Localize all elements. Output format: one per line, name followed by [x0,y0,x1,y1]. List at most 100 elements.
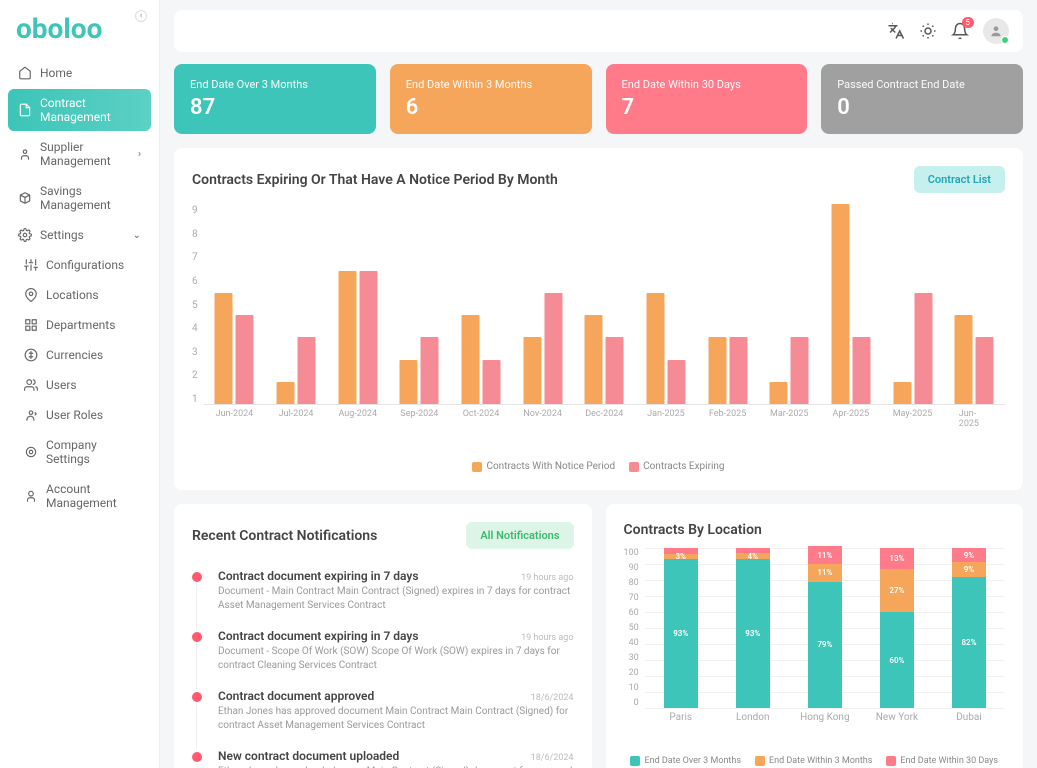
x-label: Jan-2025 [647,409,685,419]
notif-time: 18/6/2024 [531,753,574,763]
bar-notice [831,204,849,404]
notif-dot-icon [192,752,202,762]
x-label: Nov-2024 [523,409,562,419]
notif-time: 18/6/2024 [531,693,574,703]
nav-label: Account Management [46,482,141,510]
location-chart-title: Contracts By Location [624,522,1006,538]
theme-icon[interactable] [919,22,937,40]
bell-icon[interactable]: 5 [951,22,969,40]
sidebar-item-savings-management[interactable]: Savings Management [8,177,151,219]
x-label: New York [876,712,918,723]
bar-notice [646,293,664,404]
bar-notice [277,382,295,404]
avatar[interactable] [983,18,1009,44]
notif-desc: Document - Scope Of Work (SOW) Scope Of … [218,645,574,673]
bar-notice [215,293,233,404]
sidebar-sub-company-settings[interactable]: Company Settings [8,431,151,473]
sidebar-sub-users[interactable]: Users [8,371,151,399]
bar-group [400,337,439,404]
bar-expiring [421,337,439,404]
sidebar-sub-account-management[interactable]: Account Management [8,475,151,517]
roles-icon [24,408,38,422]
bar-group [708,337,747,404]
legend-label: End Date Over 3 Months [644,756,741,766]
settings-icon [18,228,32,242]
bar-expiring [914,293,932,404]
y-tick: 7 [192,252,198,263]
x-label: May-2025 [893,409,933,419]
stat-label: End Date Within 30 Days [622,78,792,91]
bar-notice [708,337,726,404]
topbar: 5 [174,10,1023,52]
legend-label: End Date Within 30 Days [900,756,998,766]
sidebar-item-contract-management[interactable]: Contract Management [8,89,151,131]
sidebar-item-settings[interactable]: Settings⌄ [8,221,151,249]
stacked-bar: 93%4% [736,548,770,708]
x-label: Jun-2025 [959,409,990,429]
x-label: Dec-2024 [585,409,623,419]
notif-title: Contract document expiring in 7 days [218,629,419,643]
notification-item[interactable]: Contract document approved 18/6/2024 Eth… [192,681,574,741]
bar-expiring [606,337,624,404]
y-tick: 5 [192,300,198,311]
stat-card[interactable]: Passed Contract End Date 0 [821,64,1023,134]
online-dot [1001,36,1009,44]
y-tick: 80 [629,578,639,588]
sidebar-sub-locations[interactable]: Locations [8,281,151,309]
translate-icon[interactable] [887,22,905,40]
collapse-icon[interactable]: ‹ [135,10,147,22]
main-content: 5 End Date Over 3 Months 87End Date With… [160,0,1037,768]
y-tick: 30 [629,653,639,663]
bar-expiring [976,337,994,404]
sidebar-item-home[interactable]: Home [8,59,151,87]
all-notifications-button[interactable]: All Notifications [466,522,573,549]
stat-card[interactable]: End Date Within 3 Months 6 [390,64,592,134]
sidebar-sub-user-roles[interactable]: User Roles [8,401,151,429]
stack-segment: 11% [808,564,842,582]
contract-icon [18,103,32,117]
supplier-icon [18,147,32,161]
notif-time: 19 hours ago [521,633,573,643]
stack-segment: 93% [664,559,698,708]
stack-segment: 9% [952,548,986,562]
y-tick: 2 [192,370,198,381]
stat-card[interactable]: End Date Within 30 Days 7 [606,64,808,134]
y-tick: 10 [629,683,639,693]
sidebar-item-supplier-management[interactable]: Supplier Management› [8,133,151,175]
bar-expiring [483,360,501,404]
sidebar-sub-departments[interactable]: Departments [8,311,151,339]
brand-text: oboloo [16,12,102,45]
legend-item: End Date Within 3 Months [755,756,872,766]
x-label: Paris [669,712,692,723]
stack-segment: 11% [808,546,842,564]
expiry-chart: 987654321 Jun-2024Jul-2024Aug-2024Sep-20… [192,205,1005,435]
bar-group [831,204,870,404]
x-label: Mar-2025 [770,409,809,419]
y-tick: 6 [192,276,198,287]
sidebar-sub-currencies[interactable]: Currencies [8,341,151,369]
bar-group [338,271,377,404]
x-label: Oct-2024 [463,409,500,419]
stat-card[interactable]: End Date Over 3 Months 87 [174,64,376,134]
bar-notice [770,382,788,404]
y-tick: 20 [629,668,639,678]
stack-segment: 9% [952,562,986,576]
y-tick: 1 [192,394,198,405]
company-icon [24,445,38,459]
y-tick: 90 [629,563,639,573]
sidebar-sub-configurations[interactable]: Configurations [8,251,151,279]
y-tick: 50 [629,623,639,633]
legend-item: End Date Over 3 Months [630,756,741,766]
legend-item: Contracts Expiring [629,461,724,472]
stat-label: End Date Over 3 Months [190,78,360,91]
location-icon [24,288,38,302]
bar-notice [338,271,356,404]
notification-item[interactable]: New contract document uploaded 18/6/2024… [192,741,574,768]
dept-icon [24,318,38,332]
contract-list-button[interactable]: Contract List [914,166,1005,193]
y-tick: 4 [192,323,198,334]
notification-item[interactable]: Contract document expiring in 7 days 19 … [192,621,574,681]
bar-group [893,293,932,404]
notification-item[interactable]: Contract document expiring in 7 days 19 … [192,561,574,621]
stack-segment: 82% [952,577,986,708]
